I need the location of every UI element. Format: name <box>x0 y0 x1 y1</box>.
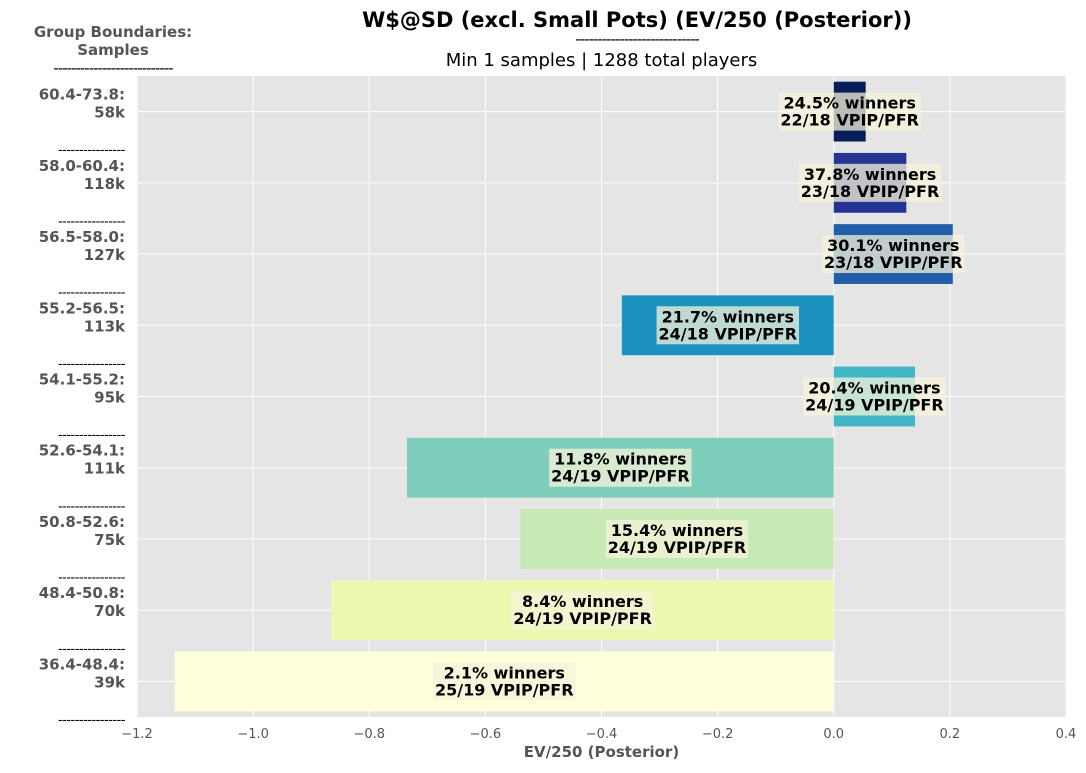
x-tick-label: 0.2 <box>940 727 961 742</box>
bar-label-vpip-pfr: 23/18 VPIP/PFR <box>824 253 963 272</box>
bar-label-vpip-pfr: 24/18 VPIP/PFR <box>659 324 798 343</box>
category-separator: ---------------- <box>58 713 126 728</box>
x-tick-label: 0.0 <box>823 727 844 742</box>
x-tick-label: −0.4 <box>586 727 618 742</box>
bar-label-winners: 11.8% winners <box>554 450 686 469</box>
category-range-label: 56.5-58.0: <box>39 228 125 246</box>
bar-label-vpip-pfr: 22/18 VPIP/PFR <box>780 111 919 130</box>
bar-label-winners: 37.8% winners <box>804 165 936 184</box>
category-range-label: 58.0-60.4: <box>39 157 125 175</box>
bar-label-box <box>605 519 749 558</box>
category-samples-label: 39k <box>94 673 126 691</box>
chart-subtitle: Min 1 samples | 1288 total players <box>445 50 758 71</box>
bar-label-box <box>511 591 654 630</box>
category-range-label: 36.4-48.4: <box>39 655 125 673</box>
x-tick-label: −1.2 <box>121 727 153 742</box>
bar-label-winners: 24.5% winners <box>784 94 916 113</box>
bar-label-winners: 20.4% winners <box>808 379 940 398</box>
group-heading-line1: Group Boundaries: <box>33 23 193 41</box>
category-samples-label: 118k <box>84 175 126 193</box>
x-tick-label: −0.6 <box>470 727 502 742</box>
category-separator: ---------------- <box>58 642 126 657</box>
category-range-label: 52.6-54.1: <box>39 442 125 460</box>
bar-label-vpip-pfr: 24/19 VPIP/PFR <box>608 538 747 557</box>
bar-label-box <box>803 377 946 416</box>
x-tick-label: −1.0 <box>237 727 269 742</box>
category-range-label: 54.1-55.2: <box>39 371 125 389</box>
category-samples-label: 95k <box>94 389 126 407</box>
title-underline: ---------------------------- <box>575 30 700 48</box>
bar-label-winners: 2.1% winners <box>444 663 565 682</box>
category-separator: ---------------- <box>58 357 126 372</box>
bar-label-winners: 8.4% winners <box>522 592 643 611</box>
category-samples-label: 111k <box>84 460 126 478</box>
category-separator: ---------------- <box>58 286 126 301</box>
category-separator: ---------------- <box>58 428 126 443</box>
bar-label-vpip-pfr: 24/19 VPIP/PFR <box>805 396 944 415</box>
category-samples-label: 58k <box>94 104 126 122</box>
y-axis-labels: 60.4-73.8:58k----------------58.0-60.4:1… <box>39 86 127 728</box>
category-samples-label: 75k <box>94 531 126 549</box>
bar-label-box <box>549 448 692 487</box>
bar-label-winners: 30.1% winners <box>827 236 959 255</box>
bar-label-box <box>656 306 799 345</box>
category-range-label: 55.2-56.5: <box>39 299 125 317</box>
chart-title: W$@SD (excl. Small Pots) (EV/250 (Poster… <box>362 8 912 32</box>
x-tick-label: −0.8 <box>353 727 385 742</box>
x-tick-label: −0.2 <box>702 727 734 742</box>
category-separator: ---------------- <box>58 571 126 586</box>
x-axis-label: EV/250 (Posterior) <box>523 743 680 761</box>
category-samples-label: 127k <box>84 246 126 264</box>
group-heading-rule: --------------------------- <box>53 59 173 77</box>
x-tick-label: 0.4 <box>1056 727 1077 742</box>
category-separator: ---------------- <box>58 214 126 229</box>
category-separator: ---------------- <box>58 143 126 158</box>
category-range-label: 48.4-50.8: <box>39 584 125 602</box>
bar-label-vpip-pfr: 24/19 VPIP/PFR <box>513 609 652 628</box>
category-range-label: 60.4-73.8: <box>39 86 125 104</box>
bar-label-box <box>822 235 965 274</box>
group-heading-line2: Samples <box>77 41 149 59</box>
category-samples-label: 70k <box>94 602 126 620</box>
bar-label-vpip-pfr: 24/19 VPIP/PFR <box>551 467 690 486</box>
bar-label-winners: 21.7% winners <box>662 307 794 326</box>
x-axis-ticks: −1.2 −1.0 −0.8 −0.6 −0.4 −0.2 0.0 0.2 0.4 <box>121 727 1076 742</box>
bar-label-box <box>433 662 576 701</box>
bar-label-vpip-pfr: 23/18 VPIP/PFR <box>801 182 940 201</box>
bar-label-box <box>798 163 942 202</box>
bar-label-box <box>778 92 921 131</box>
bar-label-vpip-pfr: 25/19 VPIP/PFR <box>435 680 574 699</box>
bar-label-winners: 15.4% winners <box>611 521 743 540</box>
category-separator: ---------------- <box>58 499 126 514</box>
category-range-label: 50.8-52.6: <box>39 513 125 531</box>
category-samples-label: 113k <box>84 317 126 335</box>
group-boundaries-heading: Group Boundaries: Samples --------------… <box>8 23 218 77</box>
